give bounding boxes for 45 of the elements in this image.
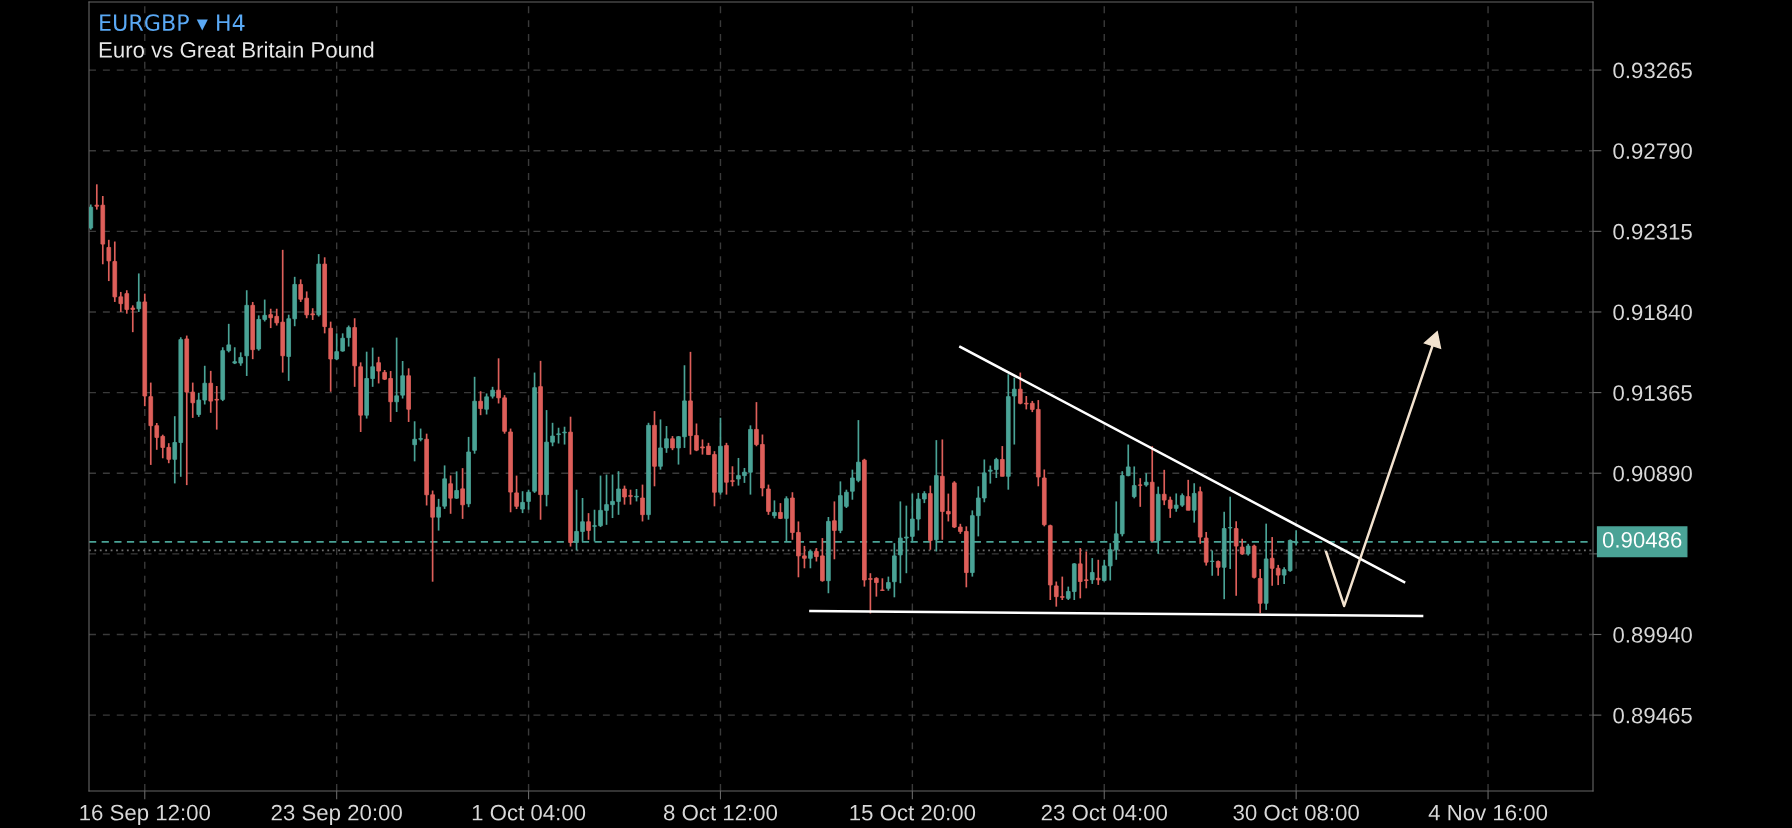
candlestick bbox=[526, 488, 531, 511]
candlestick bbox=[1137, 477, 1143, 508]
candlestick bbox=[1209, 549, 1215, 577]
x-tick-label: 8 Oct 12:00 bbox=[663, 804, 778, 821]
x-tick-label: 23 Oct 04:00 bbox=[1041, 804, 1168, 821]
x-tick-label: 16 Sep 12:00 bbox=[80, 804, 211, 825]
ref-line-label: 0.90486 bbox=[1602, 532, 1682, 548]
candlestick bbox=[832, 500, 837, 561]
candlestick bbox=[454, 470, 459, 500]
x-tick-label: 30 Oct 08:00 bbox=[1233, 804, 1359, 821]
candlestick bbox=[376, 355, 381, 385]
y-tick-label: 0.89940 bbox=[1613, 627, 1692, 643]
candlestick bbox=[460, 467, 465, 520]
y-tick-label: 0.92790 bbox=[1613, 143, 1692, 159]
candlestick bbox=[586, 512, 591, 541]
text: Euro vs Great Britain Pound bbox=[99, 41, 374, 58]
candlestick bbox=[1000, 445, 1005, 478]
candlestick bbox=[520, 490, 525, 514]
candlestick bbox=[808, 548, 813, 570]
x-tick-label: 15 Oct 20:00 bbox=[850, 804, 976, 821]
candlestick bbox=[1185, 479, 1191, 512]
candlestick bbox=[448, 474, 453, 515]
candlestick bbox=[1143, 472, 1149, 488]
y-tick-label: 0.91365 bbox=[1613, 385, 1692, 401]
candlestick bbox=[1191, 482, 1197, 524]
y-tick-label: 0.89465 bbox=[1613, 707, 1692, 724]
candlestick bbox=[136, 272, 142, 313]
candlestick bbox=[89, 203, 94, 231]
chart-title: EURGBP ▾ H4 bbox=[100, 14, 245, 32]
candlestick bbox=[994, 456, 999, 479]
candlestick bbox=[1089, 557, 1095, 585]
x-tick-label: 4 Nov 16:00 bbox=[1428, 804, 1548, 821]
candlestick bbox=[988, 464, 993, 485]
x-tick-label: 23 Sep 20:00 bbox=[271, 804, 402, 825]
y-tick-label: 0.92315 bbox=[1613, 223, 1692, 240]
candlestick bbox=[1095, 558, 1101, 586]
x-tick-label: 1 Oct 04:00 bbox=[472, 804, 586, 821]
candlestick bbox=[478, 390, 483, 417]
y-tick-label: 0.91840 bbox=[1613, 304, 1692, 321]
y-tick-label: 0.93265 bbox=[1613, 62, 1692, 79]
candlestick bbox=[346, 324, 351, 348]
candlestick bbox=[1131, 465, 1137, 500]
candlestick bbox=[640, 483, 645, 523]
candlestick bbox=[436, 498, 441, 532]
y-tick-label: 0.90890 bbox=[1613, 465, 1692, 482]
